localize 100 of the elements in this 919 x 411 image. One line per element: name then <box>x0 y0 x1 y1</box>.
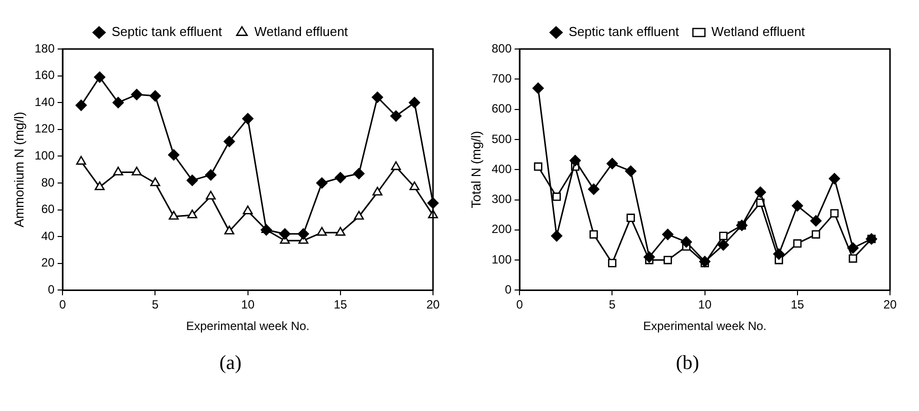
point <box>606 158 618 170</box>
x-tick-label: 15 <box>790 298 804 312</box>
point <box>664 256 672 264</box>
point <box>94 71 106 83</box>
point <box>719 232 728 240</box>
x-axis-title: Experimental week No. <box>186 319 310 334</box>
point <box>792 200 804 212</box>
point <box>662 228 674 240</box>
y-tick-label: 180 <box>34 41 55 56</box>
point <box>113 166 124 176</box>
y-tick-label: 500 <box>492 132 512 146</box>
y-tick-label: 60 <box>41 202 55 216</box>
point <box>168 210 179 220</box>
point <box>754 186 766 198</box>
x-tick-label: 10 <box>698 298 712 312</box>
point <box>773 248 785 260</box>
point <box>353 168 365 180</box>
point <box>718 239 729 251</box>
x-tick-label: 5 <box>152 298 159 312</box>
point <box>810 215 822 227</box>
point <box>847 242 859 254</box>
y-tick-label: 0 <box>504 282 512 297</box>
point <box>186 174 198 186</box>
point <box>830 209 839 218</box>
x-tick-label: 10 <box>241 298 255 312</box>
point <box>206 190 216 200</box>
point <box>242 113 254 124</box>
point <box>279 228 290 240</box>
point <box>372 92 384 103</box>
point <box>76 156 86 165</box>
point <box>75 100 87 111</box>
point <box>551 230 562 242</box>
y-axis-title: Ammonium N (mg/l) <box>11 112 26 228</box>
y-tick-label: 100 <box>492 252 512 266</box>
point <box>260 224 272 236</box>
point <box>224 226 234 234</box>
x-tick-label: 20 <box>883 298 897 312</box>
x-tick-label: 5 <box>608 298 616 312</box>
point <box>608 258 616 268</box>
point <box>588 184 600 195</box>
y-tick-label: 800 <box>492 41 512 56</box>
y-tick-label: 200 <box>492 222 512 236</box>
y-tick-label: 100 <box>34 148 55 163</box>
point <box>410 181 420 190</box>
legend-label: Wetland effluent <box>711 24 806 40</box>
point <box>699 256 710 268</box>
point <box>334 172 346 184</box>
y-tick-label: 600 <box>492 102 512 116</box>
point <box>590 230 598 239</box>
x-tick-label: 0 <box>516 298 524 312</box>
point <box>534 162 542 171</box>
y-tick-label: 40 <box>41 228 55 243</box>
point <box>131 88 142 100</box>
x-tick-label: 15 <box>334 298 348 312</box>
text: (a) <box>218 352 243 375</box>
y-tick-label: 140 <box>34 94 55 109</box>
point <box>626 214 635 222</box>
point <box>680 236 692 248</box>
y-tick-label: 20 <box>41 256 55 270</box>
point <box>94 181 105 190</box>
point <box>316 226 327 236</box>
point <box>224 136 235 148</box>
y-tick-label: 120 <box>34 122 55 136</box>
point <box>150 90 161 102</box>
point <box>570 154 581 166</box>
point <box>112 96 124 108</box>
point <box>390 110 402 122</box>
x-axis-title: Experimental week No. <box>643 319 767 334</box>
y-tick-label: 300 <box>492 192 512 206</box>
point <box>187 210 198 218</box>
point <box>644 251 655 263</box>
y-tick-label: 700 <box>492 71 512 86</box>
point <box>205 169 216 181</box>
point <box>132 166 142 176</box>
point <box>848 254 858 263</box>
point <box>150 177 160 186</box>
legend-label: Septic tank effluent <box>568 24 680 40</box>
point <box>168 149 180 161</box>
point <box>532 82 544 94</box>
point <box>552 192 561 201</box>
point <box>298 228 310 240</box>
point <box>793 239 802 248</box>
x-tick-label: 20 <box>426 298 440 312</box>
y-axis-title: Total N (mg/l) <box>468 130 484 208</box>
point <box>390 161 401 170</box>
legend-label: Septic tank effluent <box>112 24 222 40</box>
y-tick-label: 80 <box>41 175 55 190</box>
point <box>372 186 382 196</box>
y-tick-label: 0 <box>48 282 55 297</box>
point <box>812 230 820 239</box>
y-tick-label: 400 <box>492 162 512 176</box>
point <box>625 165 636 177</box>
y-tick-label: 160 <box>34 68 55 82</box>
point <box>335 226 346 236</box>
x-tick-label: 0 <box>59 298 66 312</box>
point <box>354 210 364 220</box>
legend-label: Wetland effluent <box>254 24 348 40</box>
point <box>242 205 253 214</box>
point <box>408 96 420 108</box>
text: (b) <box>674 352 700 375</box>
